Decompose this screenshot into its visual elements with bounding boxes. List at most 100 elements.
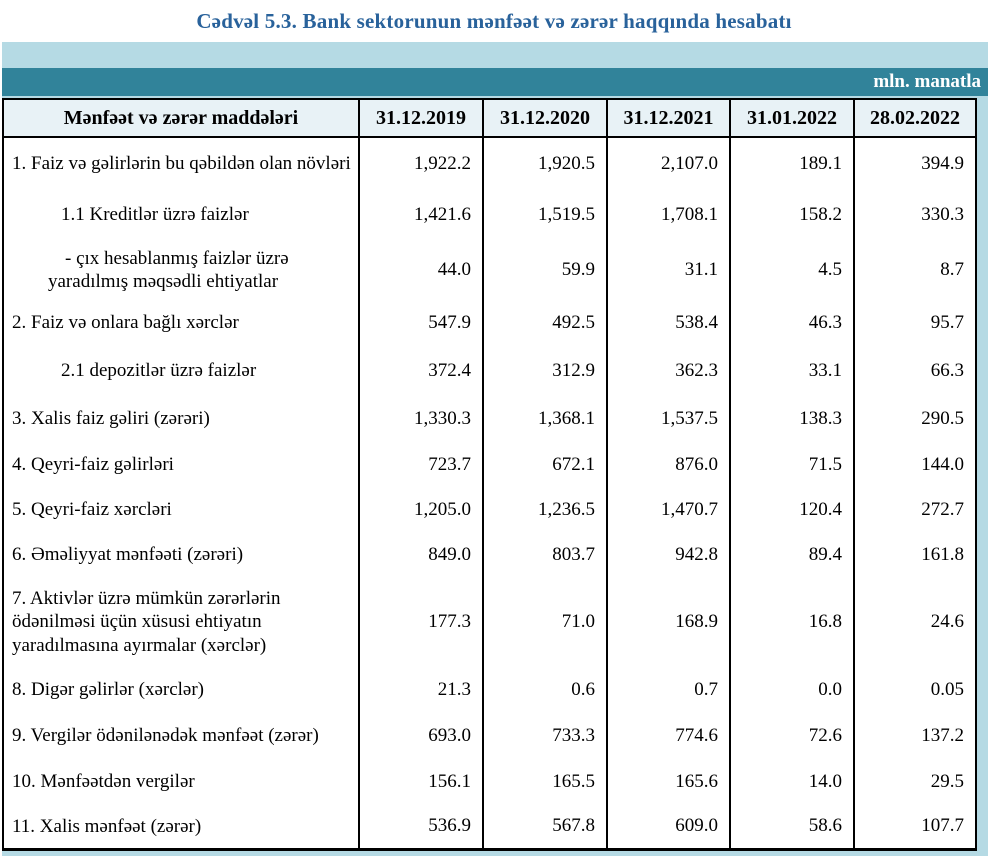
row-label: 2. Faiz və onlara bağlı xərclər xyxy=(2,299,360,347)
row-label: 11. Xalis mənfəət (zərər) xyxy=(2,805,360,849)
content-panel: mln. manatla Mənfəət və zərər maddələri 3… xyxy=(2,42,988,856)
value-cell: 1,920.5 xyxy=(482,137,608,189)
header-cell-date: 31.12.2020 xyxy=(482,98,608,138)
table-row: 3. Xalis faiz gəliri (zərəri) 1,330.3 1,36… xyxy=(2,395,977,442)
value-cell: 492.5 xyxy=(482,299,608,347)
value-cell: 290.5 xyxy=(853,395,977,442)
table-row: - çıx hesablanmış faizlər üzrə yaradılmı… xyxy=(2,241,977,299)
table-row: 7. Aktivlər üzrə mümkün zərərlərin ödəni… xyxy=(2,578,977,666)
value-cell: 46.3 xyxy=(729,299,855,347)
value-cell: 733.3 xyxy=(482,713,608,759)
value-cell: 942.8 xyxy=(606,532,731,578)
value-cell: 156.1 xyxy=(358,759,484,805)
row-label: 2.1 depozitlər üzrə faizlər xyxy=(2,347,360,395)
value-cell: 16.8 xyxy=(729,578,855,666)
header-cell-date: 31.12.2021 xyxy=(606,98,731,138)
unit-label: mln. manatla xyxy=(873,71,981,92)
value-cell: 177.3 xyxy=(358,578,484,666)
value-cell: 8.7 xyxy=(853,241,977,299)
value-cell: 723.7 xyxy=(358,442,484,487)
table-row: 1.1 Kreditlər üzrə faizlər 1,421.6 1,519.5… xyxy=(2,189,977,241)
value-cell: 137.2 xyxy=(853,713,977,759)
table-row: 11. Xalis mənfəət (zərər) 536.9 567.8 609.0… xyxy=(2,805,977,849)
value-cell: 14.0 xyxy=(729,759,855,805)
value-cell: 89.4 xyxy=(729,532,855,578)
value-cell: 33.1 xyxy=(729,347,855,395)
value-cell: 0.0 xyxy=(729,666,855,713)
panel-top-spacer xyxy=(2,42,988,68)
table-body: 1. Faiz və gəlirlərin bu qəbildən olan n… xyxy=(2,137,977,849)
value-cell: 394.9 xyxy=(853,137,977,189)
value-cell: 547.9 xyxy=(358,299,484,347)
pl-table: Mənfəət və zərər maddələri 31.12.2019 31.1… xyxy=(2,98,977,851)
value-cell: 774.6 xyxy=(606,713,731,759)
value-cell: 1,330.3 xyxy=(358,395,484,442)
value-cell: 1,708.1 xyxy=(606,189,731,241)
value-cell: 189.1 xyxy=(729,137,855,189)
page-title: Cədvəl 5.3. Bank sektorunun mənfəət və z… xyxy=(196,8,792,33)
value-cell: 0.6 xyxy=(482,666,608,713)
value-cell: 71.0 xyxy=(482,578,608,666)
table-row: 8. Digər gəlirlər (xərclər) 21.3 0.6 0.7 0.0… xyxy=(2,666,977,713)
value-cell: 1,470.7 xyxy=(606,487,731,532)
value-cell: 120.4 xyxy=(729,487,855,532)
value-cell: 2,107.0 xyxy=(606,137,731,189)
value-cell: 31.1 xyxy=(606,241,731,299)
value-cell: 567.8 xyxy=(482,805,608,849)
header-row: Mənfəət və zərər maddələri 31.12.2019 31.1… xyxy=(2,98,977,138)
value-cell: 58.6 xyxy=(729,805,855,849)
table-row: 6. Əməliyyat mənfəəti (zərəri) 849.0 803.7… xyxy=(2,532,977,578)
header-cell-items: Mənfəət və zərər maddələri xyxy=(2,98,360,138)
value-cell: 95.7 xyxy=(853,299,977,347)
value-cell: 165.5 xyxy=(482,759,608,805)
value-cell: 138.3 xyxy=(729,395,855,442)
table-row: 2. Faiz və onlara bağlı xərclər 547.9 492.… xyxy=(2,299,977,347)
header-cell-date: 28.02.2022 xyxy=(853,98,977,138)
value-cell: 609.0 xyxy=(606,805,731,849)
value-cell: 144.0 xyxy=(853,442,977,487)
header-cell-date: 31.01.2022 xyxy=(729,98,855,138)
table-row: 1. Faiz və gəlirlərin bu qəbildən olan n… xyxy=(2,137,977,189)
value-cell: 362.3 xyxy=(606,347,731,395)
row-label: 5. Qeyri-faiz xərcləri xyxy=(2,487,360,532)
title-bar: Cədvəl 5.3. Bank sektorunun mənfəət və z… xyxy=(0,0,988,42)
value-cell: 312.9 xyxy=(482,347,608,395)
value-cell: 538.4 xyxy=(606,299,731,347)
value-cell: 24.6 xyxy=(853,578,977,666)
value-cell: 59.9 xyxy=(482,241,608,299)
value-cell: 272.7 xyxy=(853,487,977,532)
table-row: 9. Vergilər ödənilənədək mənfəət (zərər)… xyxy=(2,713,977,759)
value-cell: 161.8 xyxy=(853,532,977,578)
row-label: 6. Əməliyyat mənfəəti (zərəri) xyxy=(2,532,360,578)
value-cell: 44.0 xyxy=(358,241,484,299)
value-cell: 165.6 xyxy=(606,759,731,805)
value-cell: 1,368.1 xyxy=(482,395,608,442)
row-label: 3. Xalis faiz gəliri (zərəri) xyxy=(2,395,360,442)
row-label: 4. Qeyri-faiz gəlirləri xyxy=(2,442,360,487)
value-cell: 72.6 xyxy=(729,713,855,759)
row-label: - çıx hesablanmış faizlər üzrə yaradılmı… xyxy=(2,241,360,299)
table-row: 2.1 depozitlər üzrə faizlər 372.4 312.9 362… xyxy=(2,347,977,395)
value-cell: 66.3 xyxy=(853,347,977,395)
value-cell: 1,205.0 xyxy=(358,487,484,532)
table-row: 4. Qeyri-faiz gəlirləri 723.7 672.1 876.0 71… xyxy=(2,442,977,487)
value-cell: 4.5 xyxy=(729,241,855,299)
value-cell: 876.0 xyxy=(606,442,731,487)
value-cell: 1,421.6 xyxy=(358,189,484,241)
value-cell: 168.9 xyxy=(606,578,731,666)
value-cell: 1,519.5 xyxy=(482,189,608,241)
row-label: 1.1 Kreditlər üzrə faizlər xyxy=(2,189,360,241)
value-cell: 0.7 xyxy=(606,666,731,713)
header-cell-date: 31.12.2019 xyxy=(358,98,484,138)
value-cell: 330.3 xyxy=(853,189,977,241)
row-label: 7. Aktivlər üzrə mümkün zərərlərin ödəni… xyxy=(2,578,360,666)
table-row: 5. Qeyri-faiz xərcləri 1,205.0 1,236.5 1,47… xyxy=(2,487,977,532)
value-cell: 158.2 xyxy=(729,189,855,241)
row-label: 8. Digər gəlirlər (xərclər) xyxy=(2,666,360,713)
value-cell: 21.3 xyxy=(358,666,484,713)
value-cell: 0.05 xyxy=(853,666,977,713)
value-cell: 536.9 xyxy=(358,805,484,849)
value-cell: 803.7 xyxy=(482,532,608,578)
unit-band: mln. manatla xyxy=(2,68,988,96)
